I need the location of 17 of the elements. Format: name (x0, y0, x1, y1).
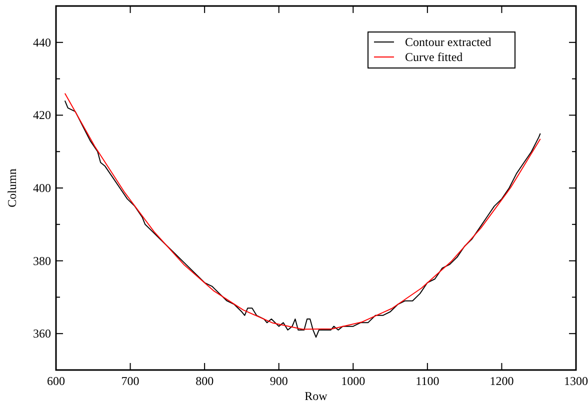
y-tick-label: 400 (33, 181, 51, 195)
x-tick-label: 1200 (490, 374, 514, 388)
y-tick-label: 440 (33, 35, 51, 50)
legend-label: Contour extracted (405, 35, 492, 49)
y-axis-title: Column (5, 168, 19, 208)
x-tick-label: 1300 (564, 374, 588, 388)
x-axis-title: Row (304, 389, 328, 403)
y-tick-label: 380 (33, 254, 51, 268)
y-tick-label: 420 (33, 108, 51, 122)
y-tick-label: 360 (33, 326, 51, 341)
legend-label: Curve fitted (405, 50, 463, 64)
x-tick-label: 900 (270, 374, 288, 388)
x-tick-label: 700 (121, 374, 140, 388)
x-tick-label: 600 (47, 374, 65, 388)
x-tick-label: 1100 (416, 374, 440, 388)
x-tick-label: 800 (196, 374, 214, 388)
x-tick-label: 1000 (341, 374, 366, 388)
